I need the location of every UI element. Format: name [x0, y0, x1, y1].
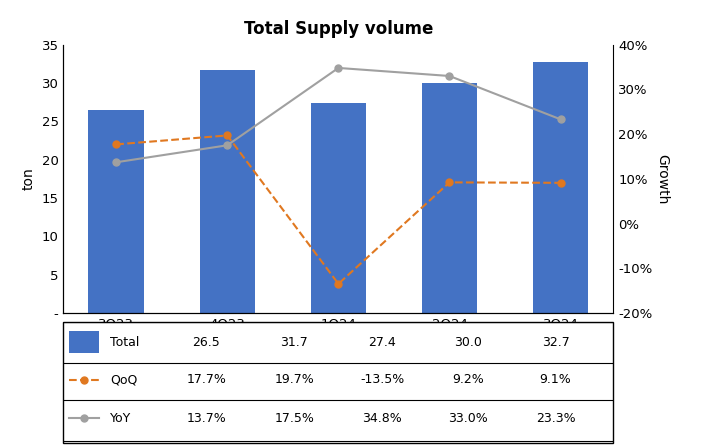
Text: 9.1%: 9.1% [540, 373, 572, 386]
Text: 30.0: 30.0 [454, 336, 482, 349]
Title: Total Supply volume: Total Supply volume [244, 20, 433, 38]
FancyBboxPatch shape [63, 322, 613, 443]
Text: 31.7: 31.7 [281, 336, 308, 349]
Text: 26.5: 26.5 [192, 336, 220, 349]
Text: QoQ: QoQ [110, 373, 137, 386]
Text: 27.4: 27.4 [369, 336, 396, 349]
Text: 17.5%: 17.5% [274, 412, 314, 425]
Bar [88, 110, 144, 313]
Text: 9.2%: 9.2% [452, 373, 484, 386]
Text: 34.8%: 34.8% [362, 412, 403, 425]
Bar [311, 103, 366, 313]
Y-axis label: ton: ton [22, 168, 36, 190]
FancyBboxPatch shape [69, 332, 99, 353]
Bar [422, 83, 477, 313]
Text: 13.7%: 13.7% [187, 412, 226, 425]
Text: -13.5%: -13.5% [360, 373, 405, 386]
Text: 17.7%: 17.7% [187, 373, 226, 386]
Text: 23.3%: 23.3% [536, 412, 575, 425]
Text: 33.0%: 33.0% [448, 412, 487, 425]
Text: 32.7: 32.7 [541, 336, 570, 349]
Bar [533, 62, 589, 313]
Text: YoY: YoY [110, 412, 131, 425]
Text: 19.7%: 19.7% [274, 373, 314, 386]
Text: Total: Total [110, 336, 140, 349]
Bar [200, 70, 255, 313]
Y-axis label: Growth: Growth [655, 154, 669, 204]
